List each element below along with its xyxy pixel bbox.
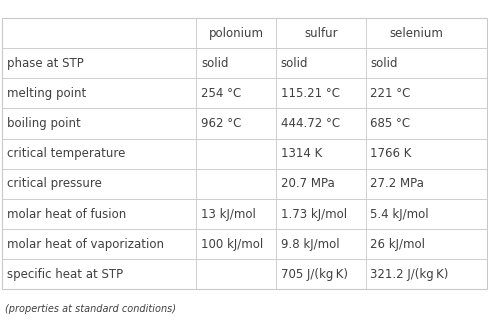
Text: critical temperature: critical temperature — [7, 147, 125, 160]
Text: 13 kJ/mol: 13 kJ/mol — [201, 208, 255, 220]
Text: 1314 K: 1314 K — [280, 147, 322, 160]
Text: specific heat at STP: specific heat at STP — [7, 268, 123, 281]
Text: selenium: selenium — [388, 26, 443, 40]
Text: critical pressure: critical pressure — [7, 177, 102, 190]
Text: 26 kJ/mol: 26 kJ/mol — [370, 238, 425, 251]
Text: sulfur: sulfur — [304, 26, 337, 40]
Text: polonium: polonium — [208, 26, 263, 40]
Text: molar heat of vaporization: molar heat of vaporization — [7, 238, 164, 251]
Text: (properties at standard conditions): (properties at standard conditions) — [5, 304, 176, 314]
Text: 685 °C: 685 °C — [370, 117, 410, 130]
Text: 705 J/(kg K): 705 J/(kg K) — [280, 268, 347, 281]
Text: 20.7 MPa: 20.7 MPa — [280, 177, 334, 190]
Text: molar heat of fusion: molar heat of fusion — [7, 208, 126, 220]
Text: 444.72 °C: 444.72 °C — [280, 117, 339, 130]
Text: solid: solid — [370, 57, 397, 70]
Text: 1.73 kJ/mol: 1.73 kJ/mol — [280, 208, 346, 220]
Text: solid: solid — [201, 57, 228, 70]
Text: 254 °C: 254 °C — [201, 87, 241, 100]
Text: 9.8 kJ/mol: 9.8 kJ/mol — [280, 238, 339, 251]
Text: 5.4 kJ/mol: 5.4 kJ/mol — [370, 208, 428, 220]
Text: 221 °C: 221 °C — [370, 87, 410, 100]
Text: solid: solid — [280, 57, 308, 70]
Text: 27.2 MPa: 27.2 MPa — [370, 177, 424, 190]
Text: phase at STP: phase at STP — [7, 57, 84, 70]
Text: 321.2 J/(kg K): 321.2 J/(kg K) — [370, 268, 448, 281]
Text: 100 kJ/mol: 100 kJ/mol — [201, 238, 263, 251]
Text: 962 °C: 962 °C — [201, 117, 241, 130]
Text: melting point: melting point — [7, 87, 86, 100]
Text: 1766 K: 1766 K — [370, 147, 411, 160]
Text: boiling point: boiling point — [7, 117, 81, 130]
Text: 115.21 °C: 115.21 °C — [280, 87, 339, 100]
